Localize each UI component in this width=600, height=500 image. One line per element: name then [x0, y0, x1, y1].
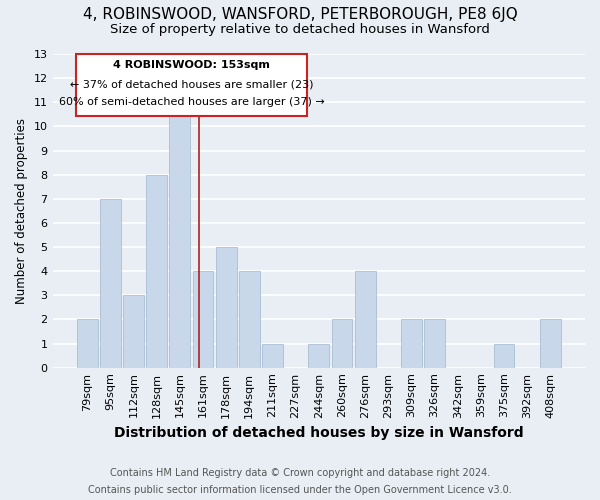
Bar: [123, 296, 144, 368]
Bar: [193, 271, 214, 368]
Bar: [332, 320, 352, 368]
X-axis label: Distribution of detached houses by size in Wansford: Distribution of detached houses by size …: [114, 426, 524, 440]
FancyBboxPatch shape: [76, 54, 307, 116]
Text: 4 ROBINSWOOD: 153sqm: 4 ROBINSWOOD: 153sqm: [113, 60, 270, 70]
Bar: [308, 344, 329, 367]
Bar: [146, 174, 167, 368]
Bar: [262, 344, 283, 367]
Bar: [216, 247, 236, 368]
Bar: [494, 344, 514, 367]
Y-axis label: Number of detached properties: Number of detached properties: [15, 118, 28, 304]
Bar: [540, 320, 561, 368]
Text: Contains HM Land Registry data © Crown copyright and database right 2024.: Contains HM Land Registry data © Crown c…: [110, 468, 490, 477]
Bar: [77, 320, 98, 368]
Bar: [239, 271, 260, 368]
Bar: [100, 199, 121, 368]
Bar: [424, 320, 445, 368]
Text: Size of property relative to detached houses in Wansford: Size of property relative to detached ho…: [110, 22, 490, 36]
Text: ← 37% of detached houses are smaller (23): ← 37% of detached houses are smaller (23…: [70, 79, 313, 89]
Text: 60% of semi-detached houses are larger (37) →: 60% of semi-detached houses are larger (…: [59, 98, 325, 108]
Bar: [401, 320, 422, 368]
Bar: [169, 102, 190, 368]
Text: 4, ROBINSWOOD, WANSFORD, PETERBOROUGH, PE8 6JQ: 4, ROBINSWOOD, WANSFORD, PETERBOROUGH, P…: [83, 8, 517, 22]
Bar: [355, 271, 376, 368]
Text: Contains public sector information licensed under the Open Government Licence v3: Contains public sector information licen…: [88, 485, 512, 495]
